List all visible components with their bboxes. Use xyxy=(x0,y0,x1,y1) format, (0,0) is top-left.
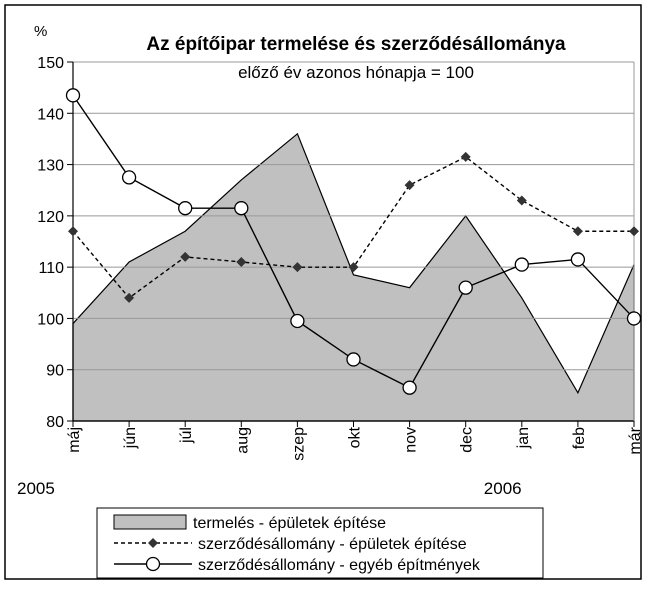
legend-marker xyxy=(148,538,158,548)
diamond-marker xyxy=(68,226,78,237)
diamond-marker xyxy=(629,226,639,237)
circle-marker xyxy=(458,280,473,295)
x-tick-label: dec xyxy=(459,427,476,453)
x-tick-label: júl xyxy=(178,427,195,444)
diamond-marker xyxy=(180,251,191,262)
legend-label: termelés - épületek építése xyxy=(193,515,386,532)
x-tick-label: aug xyxy=(234,427,251,454)
legend-swatch xyxy=(113,514,187,530)
y-tick-label: 140 xyxy=(37,106,64,123)
x-tick-label: feb xyxy=(571,427,588,449)
x-tick-label: nov xyxy=(403,427,420,453)
y-tick-label: 120 xyxy=(37,209,64,226)
y-tick-label: 110 xyxy=(38,260,64,277)
circle-marker xyxy=(178,201,193,216)
chart-subtitle: előző év azonos hónapja = 100 xyxy=(238,63,474,82)
diamond-marker xyxy=(236,257,247,268)
chart-title: Az építőipar termelése és szerződésállom… xyxy=(146,34,566,55)
y-tick-label: 80 xyxy=(46,414,64,431)
year-label: 2006 xyxy=(484,479,522,498)
circle-marker xyxy=(121,170,137,185)
y-tick-label: 100 xyxy=(37,311,64,328)
circle-marker xyxy=(514,257,529,272)
diamond-marker xyxy=(124,292,135,303)
circle-marker xyxy=(570,252,586,267)
y-tick-label: 90 xyxy=(46,363,64,380)
circle-marker xyxy=(234,201,249,216)
diamond-marker xyxy=(292,262,303,273)
x-tick-label: szep xyxy=(290,427,307,461)
diamond-marker xyxy=(348,262,359,273)
circle-marker xyxy=(346,352,361,367)
legend-label: szerződésállomány - egyéb építmények xyxy=(198,557,481,574)
diamond-marker xyxy=(572,226,583,237)
diamond-marker xyxy=(460,151,471,162)
circle-marker xyxy=(65,88,81,103)
diamond-marker xyxy=(404,180,415,191)
circle-marker xyxy=(290,313,305,329)
x-tick-label: jan xyxy=(515,427,532,449)
x-tick-label: már xyxy=(627,426,644,454)
circle-marker xyxy=(626,311,642,326)
circle-marker xyxy=(402,380,417,395)
x-tick-label: máj xyxy=(66,427,83,453)
legend-label: szerződésállomány - épületek építése xyxy=(198,536,467,553)
diamond-marker xyxy=(516,195,527,206)
y-tick-label: 150 xyxy=(37,55,64,72)
x-tick-label: jún xyxy=(122,427,139,449)
year-label: 2005 xyxy=(17,479,55,498)
legend-marker xyxy=(145,556,161,572)
y-axis-label: % xyxy=(34,23,47,40)
x-tick-label: okt xyxy=(347,426,364,448)
y-tick-label: 130 xyxy=(37,158,64,175)
